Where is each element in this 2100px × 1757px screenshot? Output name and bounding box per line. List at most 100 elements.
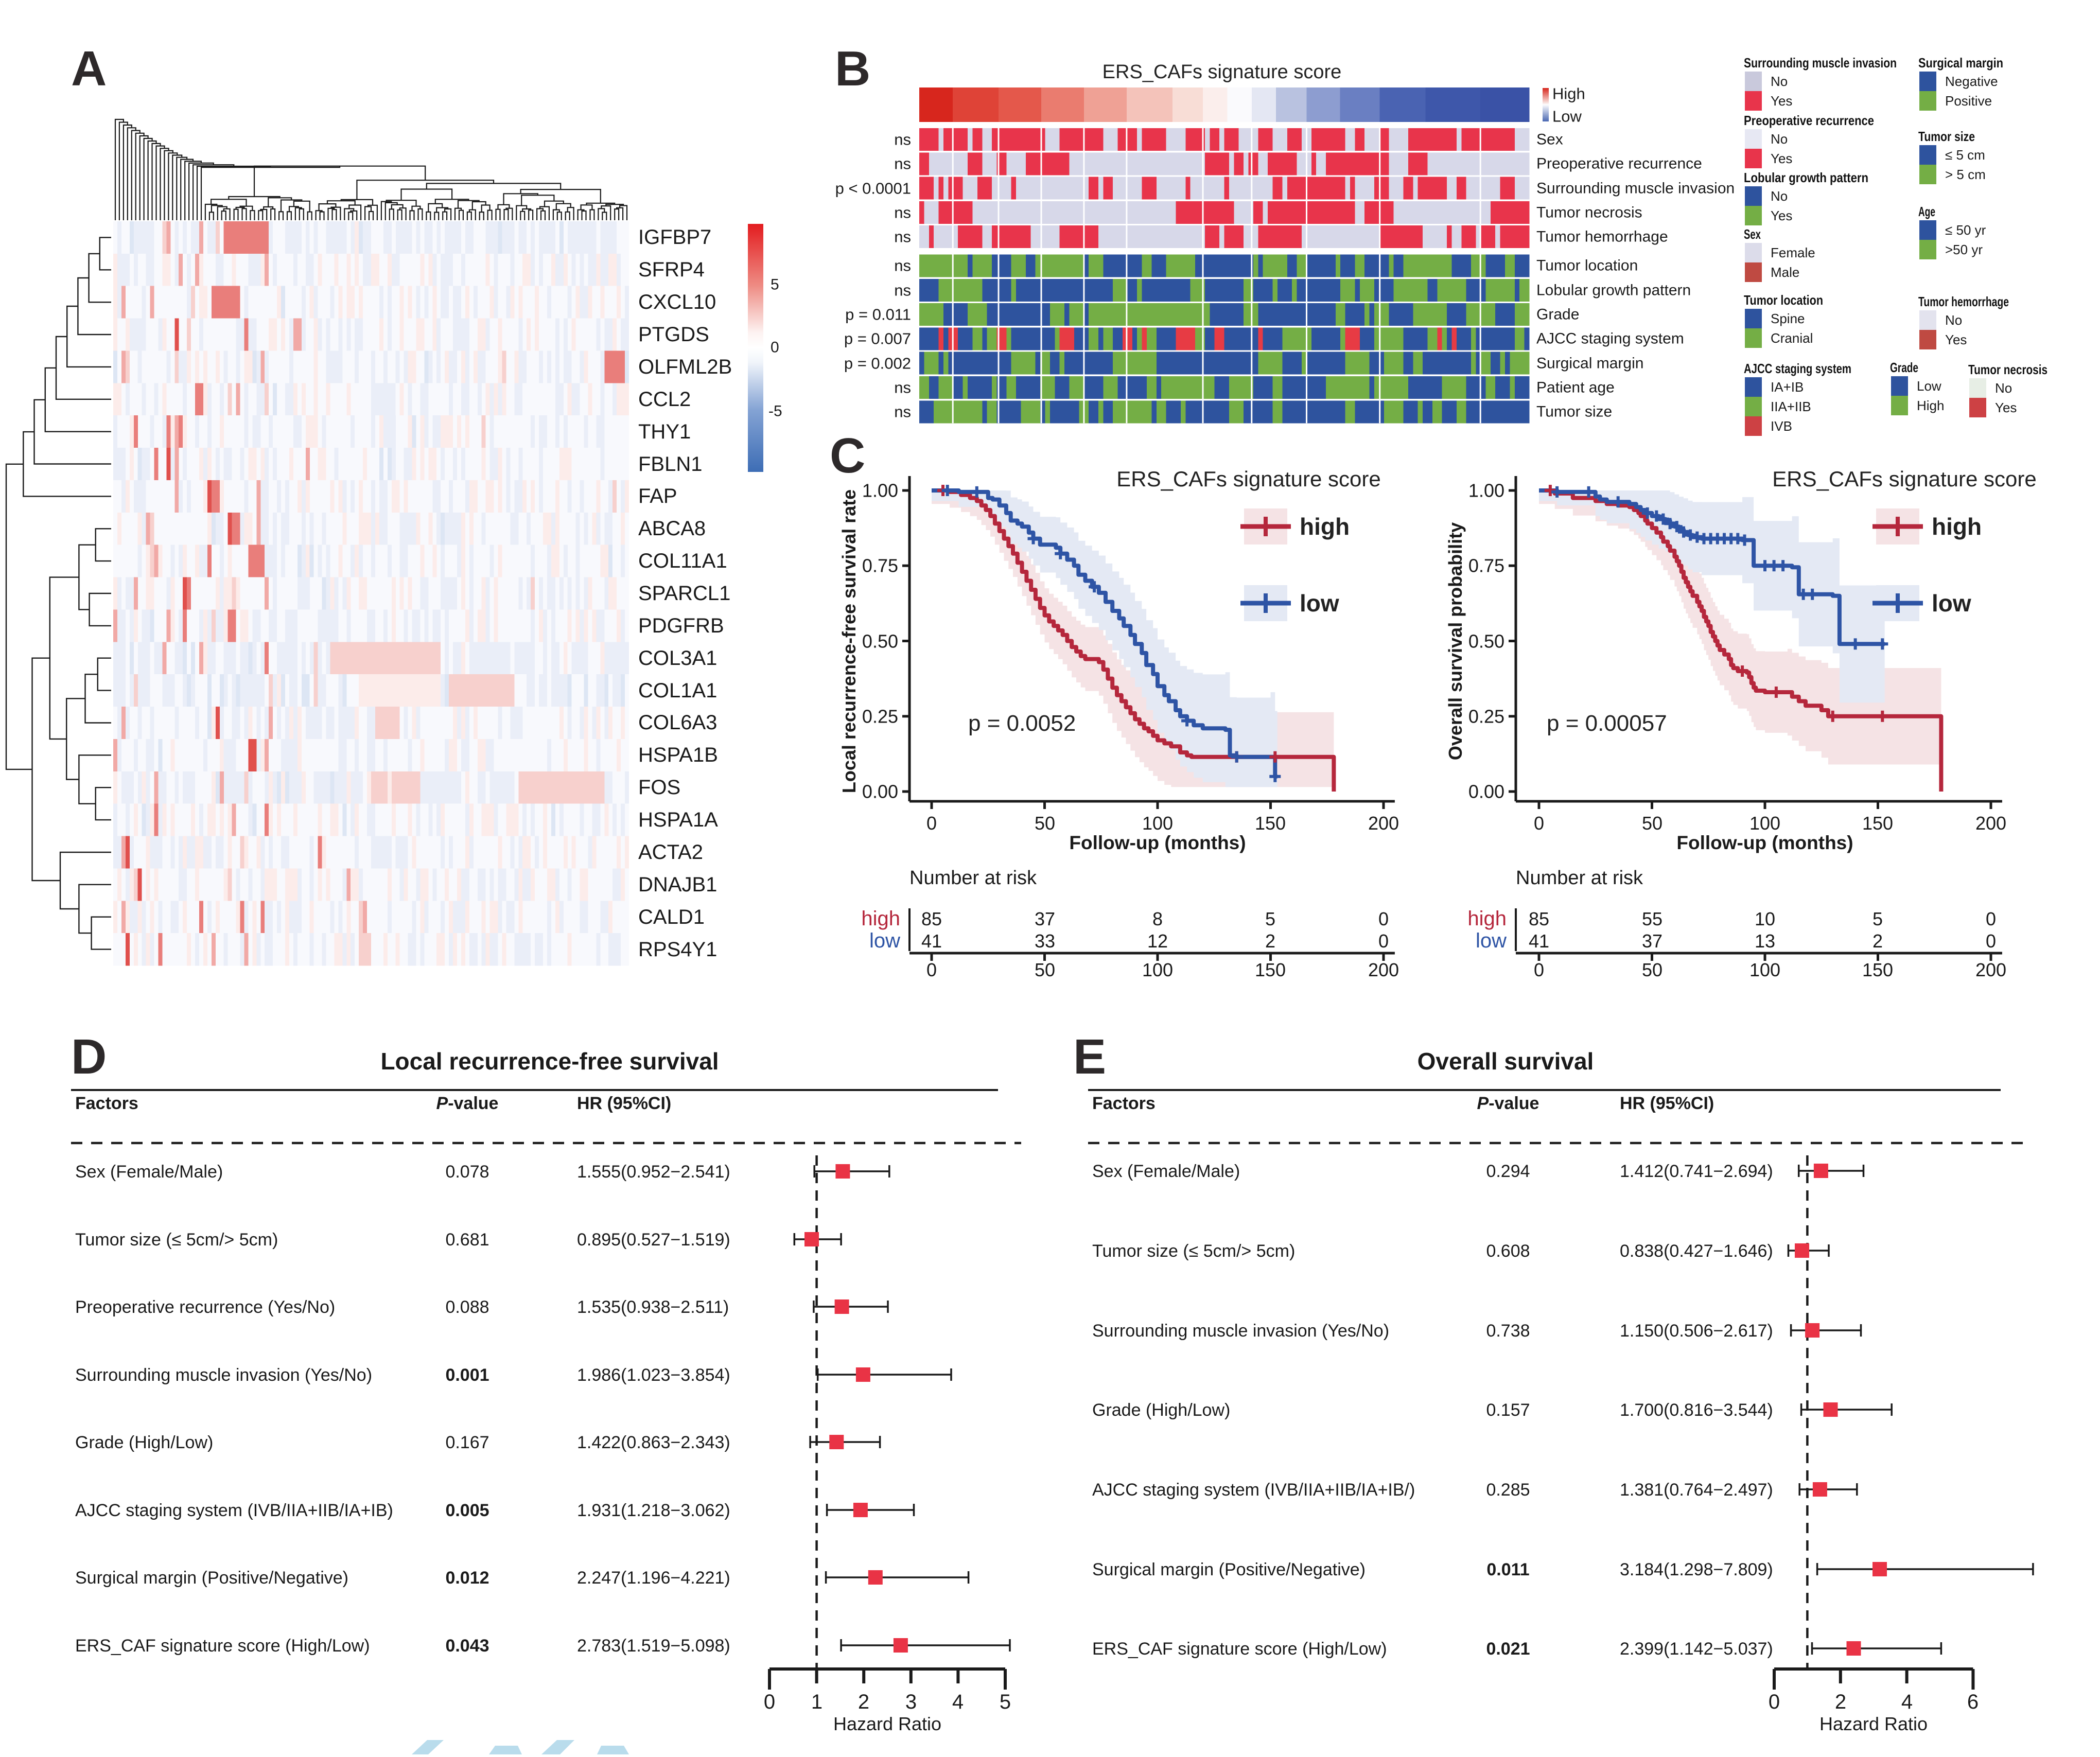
svg-text:CALD1: CALD1	[638, 906, 705, 928]
svg-text:1.986(1.023−3.854): 1.986(1.023−3.854)	[577, 1365, 730, 1385]
svg-text:10: 10	[1755, 908, 1775, 929]
svg-text:Negative: Negative	[1945, 74, 1998, 89]
svg-text:12: 12	[1147, 930, 1168, 952]
svg-text:200: 200	[1368, 959, 1399, 980]
svg-text:200: 200	[1975, 959, 2006, 980]
svg-text:ns: ns	[894, 131, 911, 149]
svg-text:DNAJB1: DNAJB1	[638, 873, 717, 896]
svg-text:0: 0	[1378, 908, 1389, 929]
svg-text:0.078: 0.078	[445, 1162, 489, 1182]
svg-text:0: 0	[1534, 813, 1544, 834]
svg-text:Tumor size (≤ 5cm/> 5cm): Tumor size (≤ 5cm/> 5cm)	[1092, 1241, 1295, 1261]
svg-text:Yes: Yes	[1771, 93, 1792, 109]
svg-text:Surgical margin (Positive/Nega: Surgical margin (Positive/Negative)	[1092, 1560, 1366, 1579]
svg-text:ns: ns	[894, 228, 911, 246]
svg-text:low: low	[1300, 590, 1339, 617]
svg-text:2: 2	[1265, 930, 1275, 952]
svg-text:high: high	[861, 907, 900, 930]
svg-text:HR (95%CI): HR (95%CI)	[1620, 1094, 1714, 1113]
svg-text:Patient age: Patient age	[1536, 379, 1615, 396]
svg-text:P-value: P-value	[436, 1094, 499, 1113]
svg-text:SFRP4: SFRP4	[638, 258, 705, 281]
svg-text:5: 5	[771, 276, 779, 293]
svg-text:1.00: 1.00	[862, 480, 898, 501]
svg-text:50: 50	[1035, 813, 1055, 834]
svg-text:SPARCL1: SPARCL1	[638, 582, 730, 605]
svg-text:Yes: Yes	[1945, 332, 1967, 347]
svg-text:Surrounding muscle invasion (Y: Surrounding muscle invasion (Yes/No)	[75, 1365, 372, 1385]
svg-text:ns: ns	[894, 403, 911, 421]
svg-text:1.555(0.952−2.541): 1.555(0.952−2.541)	[577, 1162, 730, 1182]
svg-text:1.381(0.764−2.497): 1.381(0.764−2.497)	[1620, 1480, 1773, 1500]
svg-text:0: 0	[764, 1691, 775, 1713]
svg-text:ns: ns	[894, 379, 911, 397]
svg-text:55: 55	[1642, 908, 1662, 929]
svg-text:B: B	[835, 41, 870, 96]
svg-text:COL1A1: COL1A1	[638, 679, 717, 702]
svg-text:150: 150	[1255, 959, 1286, 980]
svg-text:100: 100	[1142, 959, 1173, 980]
svg-text:Tumor size: Tumor size	[1536, 403, 1612, 420]
svg-text:5: 5	[1265, 908, 1275, 929]
svg-text:Factors: Factors	[75, 1094, 138, 1113]
svg-text:Number at risk: Number at risk	[1516, 867, 1643, 889]
svg-text:ERS_CAF signature score (High/: ERS_CAF signature score (High/Low)	[1092, 1639, 1387, 1659]
svg-text:p = 0.0052: p = 0.0052	[968, 711, 1076, 736]
svg-text:IGFBP7: IGFBP7	[638, 226, 711, 249]
svg-text:Grade: Grade	[1536, 306, 1579, 323]
svg-text:Follow-up (months): Follow-up (months)	[1676, 832, 1853, 853]
svg-text:Tumor location: Tumor location	[1744, 292, 1823, 308]
svg-text:high: high	[1932, 513, 1982, 540]
svg-text:0.043: 0.043	[445, 1636, 489, 1656]
svg-text:>50 yr: >50 yr	[1945, 242, 1983, 257]
svg-text:0.011: 0.011	[1486, 1560, 1529, 1579]
svg-text:2.783(1.519−5.098): 2.783(1.519−5.098)	[577, 1636, 730, 1656]
svg-text:2.399(1.142−5.037): 2.399(1.142−5.037)	[1620, 1639, 1773, 1659]
svg-text:Preoperative recurrence (Yes/N: Preoperative recurrence (Yes/No)	[75, 1297, 335, 1317]
svg-text:COL11A1: COL11A1	[638, 550, 727, 572]
svg-text:0.738: 0.738	[1486, 1321, 1530, 1341]
svg-text:Local recurrence-free survival: Local recurrence-free survival	[380, 1048, 719, 1075]
svg-text:≤ 50 yr: ≤ 50 yr	[1945, 222, 1986, 238]
svg-text:ERS_CAF signature score (High/: ERS_CAF signature score (High/Low)	[75, 1636, 370, 1656]
svg-text:200: 200	[1975, 813, 2006, 834]
svg-text:0.895(0.527−1.519): 0.895(0.527−1.519)	[577, 1230, 730, 1250]
svg-text:100: 100	[1749, 813, 1780, 834]
svg-text:41: 41	[1529, 930, 1549, 952]
svg-text:4: 4	[1901, 1691, 1913, 1713]
svg-text:Low: Low	[1552, 108, 1582, 126]
svg-text:Tumor location: Tumor location	[1536, 257, 1638, 274]
svg-text:PTGDS: PTGDS	[638, 323, 709, 346]
svg-text:CXCL10: CXCL10	[638, 291, 716, 313]
svg-text:Spine: Spine	[1771, 311, 1805, 326]
svg-text:150: 150	[1862, 959, 1893, 980]
svg-text:p = 0.002: p = 0.002	[844, 355, 911, 373]
svg-text:0: 0	[1534, 959, 1544, 980]
svg-text:High: High	[1917, 398, 1944, 413]
svg-text:low: low	[869, 929, 900, 952]
svg-text:COL6A3: COL6A3	[638, 711, 717, 734]
svg-text:Hazard Ratio: Hazard Ratio	[833, 1713, 941, 1734]
svg-text:AJCC staging system: AJCC staging system	[1536, 330, 1684, 347]
svg-text:HSPA1B: HSPA1B	[638, 744, 718, 766]
svg-text:Overall survival: Overall survival	[1417, 1048, 1594, 1075]
svg-text:Yes: Yes	[1995, 400, 2017, 415]
svg-text:No: No	[1945, 312, 1962, 328]
svg-text:37: 37	[1035, 908, 1055, 929]
svg-text:3.184(1.298−7.809): 3.184(1.298−7.809)	[1620, 1560, 1773, 1579]
svg-text:p < 0.0001: p < 0.0001	[835, 180, 911, 198]
svg-text:-5: -5	[768, 403, 782, 420]
svg-text:5: 5	[1872, 908, 1883, 929]
svg-text:A: A	[71, 41, 107, 96]
svg-text:0.50: 0.50	[862, 631, 898, 652]
svg-text:1.422(0.863−2.343): 1.422(0.863−2.343)	[577, 1433, 730, 1452]
svg-text:0.021: 0.021	[1486, 1639, 1530, 1659]
svg-text:Male: Male	[1771, 265, 1799, 280]
svg-text:5: 5	[1000, 1691, 1011, 1713]
svg-text:0.608: 0.608	[1486, 1241, 1530, 1261]
svg-text:ns: ns	[894, 155, 911, 173]
svg-text:low: low	[1932, 590, 1971, 617]
svg-text:Yes: Yes	[1771, 208, 1792, 223]
svg-text:Female: Female	[1771, 245, 1815, 260]
svg-text:COL3A1: COL3A1	[638, 647, 717, 670]
